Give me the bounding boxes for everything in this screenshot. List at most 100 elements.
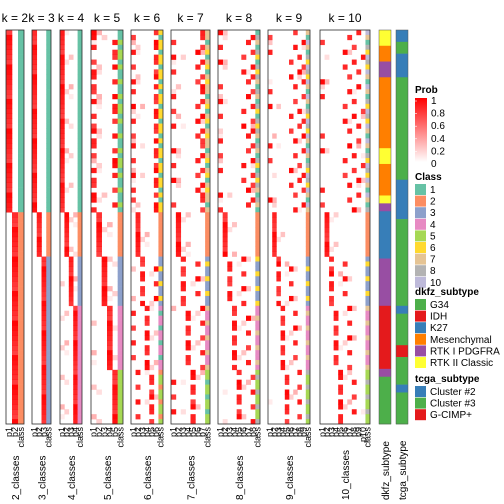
prob-cell — [329, 295, 334, 302]
class-cell — [18, 108, 24, 115]
class-cell — [205, 108, 210, 115]
prob-cell — [153, 330, 159, 336]
prob-cell — [333, 325, 339, 331]
prob-cell — [272, 251, 277, 257]
prob-cell — [250, 404, 256, 410]
class-cell — [255, 340, 260, 346]
prob-cell — [41, 330, 47, 336]
class-cell — [77, 325, 82, 331]
class-cell — [305, 404, 310, 410]
prob-cell — [175, 231, 182, 238]
prob-cell — [91, 153, 97, 159]
class-cell — [158, 227, 163, 233]
prob-cell — [32, 128, 38, 134]
class-cell — [77, 236, 82, 243]
class-cell — [365, 44, 370, 50]
class-cell — [255, 148, 260, 154]
prob-cell — [144, 350, 150, 356]
prob-cell — [135, 113, 141, 119]
annotation-segment — [396, 313, 408, 346]
prob-cell — [60, 192, 65, 198]
class-cell — [18, 74, 24, 80]
class-cell — [117, 276, 123, 282]
legend-item-label: 5 — [430, 231, 436, 242]
class-cell — [77, 369, 82, 376]
column-label: p6 — [286, 427, 296, 437]
class-cell — [255, 291, 260, 297]
class-cell — [46, 108, 51, 115]
prob-cell — [297, 177, 302, 183]
prob-cell — [153, 44, 159, 50]
class-cell — [46, 414, 51, 420]
prob-cell — [185, 315, 191, 321]
prob-cell — [338, 414, 344, 420]
prob-cell — [351, 59, 357, 65]
class-cell — [158, 54, 163, 60]
prob-cell — [91, 182, 97, 188]
legend-swatch — [415, 230, 426, 242]
prob-cell — [12, 340, 19, 346]
class-cell — [255, 133, 260, 139]
class-cell — [46, 340, 51, 346]
prob-cell — [64, 350, 70, 356]
prob-cell — [268, 103, 273, 110]
prob-cell — [272, 212, 277, 218]
class-cell — [18, 384, 24, 390]
prob-cell — [200, 84, 206, 90]
class-cell — [46, 192, 51, 198]
class-cell — [158, 369, 163, 376]
class-cell — [77, 345, 82, 351]
class-cell — [305, 98, 310, 105]
prob-cell — [68, 153, 74, 159]
class-cell — [77, 30, 82, 36]
panel-title: k = 7 — [177, 11, 204, 25]
prob-cell — [6, 79, 13, 85]
panel-border — [130, 29, 164, 425]
prob-cell — [241, 350, 247, 356]
prob-cell — [41, 325, 47, 331]
class-cell — [255, 153, 260, 159]
prob-cell — [91, 414, 97, 420]
class-cell — [255, 89, 260, 95]
class-cell — [158, 305, 163, 312]
class-cell — [205, 212, 210, 218]
class-cell — [117, 153, 123, 159]
class-cell — [117, 394, 123, 400]
prob-cell — [272, 172, 277, 179]
prob-cell — [96, 133, 102, 139]
prob-cell — [64, 217, 70, 223]
class-cell — [46, 148, 51, 154]
prob-cell — [293, 266, 298, 272]
prob-cell — [301, 118, 307, 124]
prob-cell — [68, 271, 74, 277]
prob-cell — [6, 187, 13, 193]
prob-cell — [32, 192, 38, 198]
class-cell — [365, 34, 370, 41]
class-cell — [158, 345, 163, 351]
class-cell — [205, 359, 210, 366]
column-label: p3 — [66, 427, 76, 437]
prob-cell — [68, 246, 74, 252]
prob-cell — [218, 30, 223, 36]
class-cell — [158, 241, 163, 247]
class-cell — [18, 345, 24, 351]
class-cell — [205, 202, 210, 208]
class-cell — [205, 266, 210, 272]
prob-cell — [324, 246, 330, 252]
class-cell — [365, 295, 370, 302]
class-cell — [46, 222, 51, 228]
class-cell — [117, 305, 123, 312]
prob-cell — [232, 355, 237, 361]
prob-cell — [218, 197, 223, 203]
class-cell — [18, 128, 24, 134]
prob-cell — [131, 143, 136, 149]
prob-cell — [227, 261, 233, 267]
prob-cell — [60, 197, 65, 203]
prob-cell — [64, 231, 70, 238]
prob-cell — [41, 394, 47, 400]
class-cell — [117, 34, 123, 41]
class-cell — [158, 69, 163, 75]
prob-cell — [131, 167, 136, 174]
class-cell — [18, 59, 24, 65]
prob-cell — [144, 330, 150, 336]
